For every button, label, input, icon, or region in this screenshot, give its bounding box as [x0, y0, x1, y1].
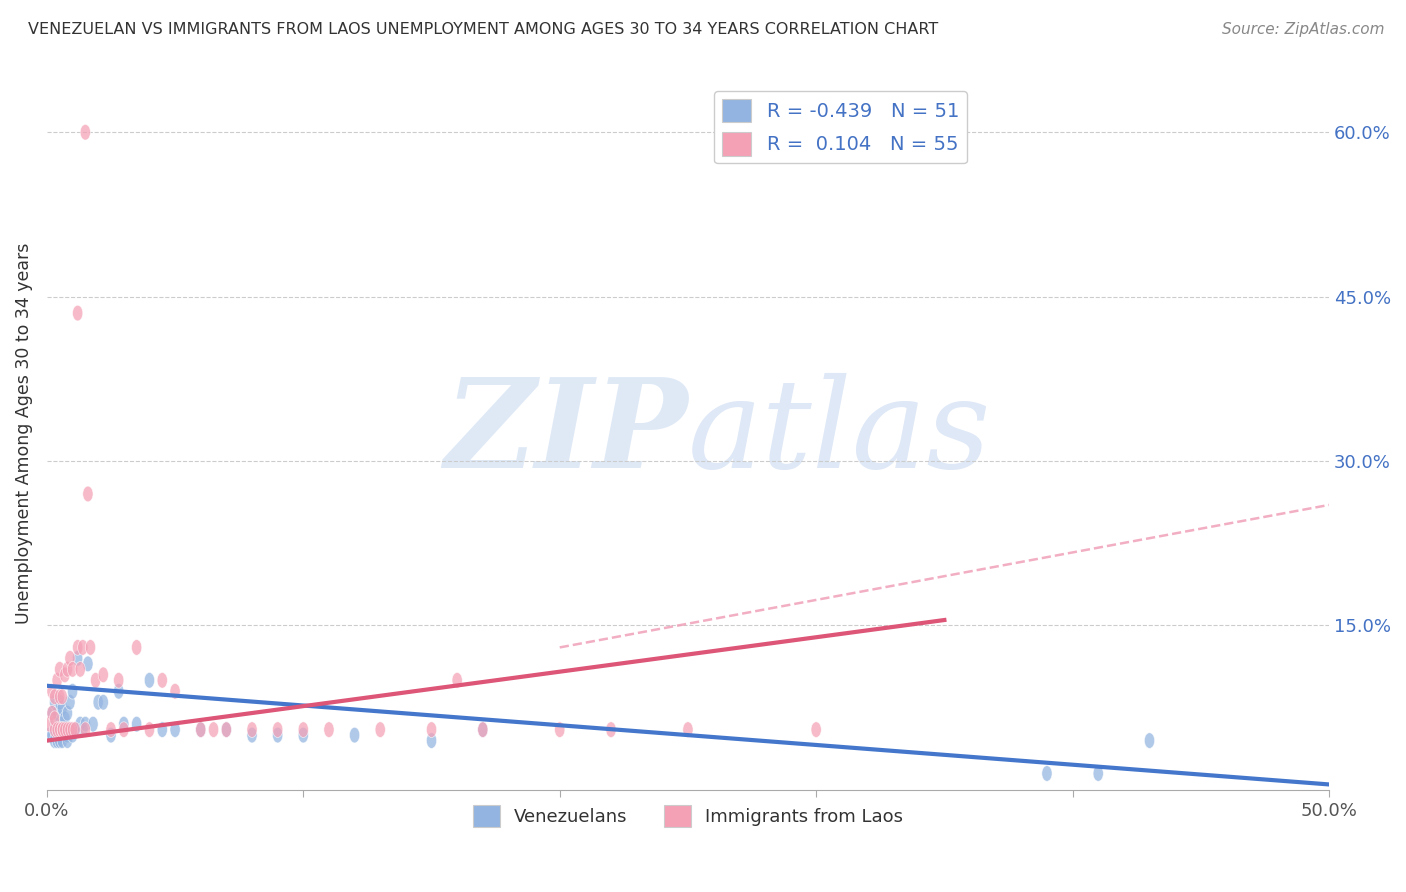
Text: Source: ZipAtlas.com: Source: ZipAtlas.com — [1222, 22, 1385, 37]
Text: VENEZUELAN VS IMMIGRANTS FROM LAOS UNEMPLOYMENT AMONG AGES 30 TO 34 YEARS CORREL: VENEZUELAN VS IMMIGRANTS FROM LAOS UNEMP… — [28, 22, 938, 37]
Text: atlas: atlas — [688, 373, 991, 494]
Y-axis label: Unemployment Among Ages 30 to 34 years: Unemployment Among Ages 30 to 34 years — [15, 243, 32, 624]
Text: ZIP: ZIP — [444, 373, 688, 494]
Legend: Venezuelans, Immigrants from Laos: Venezuelans, Immigrants from Laos — [465, 797, 911, 834]
